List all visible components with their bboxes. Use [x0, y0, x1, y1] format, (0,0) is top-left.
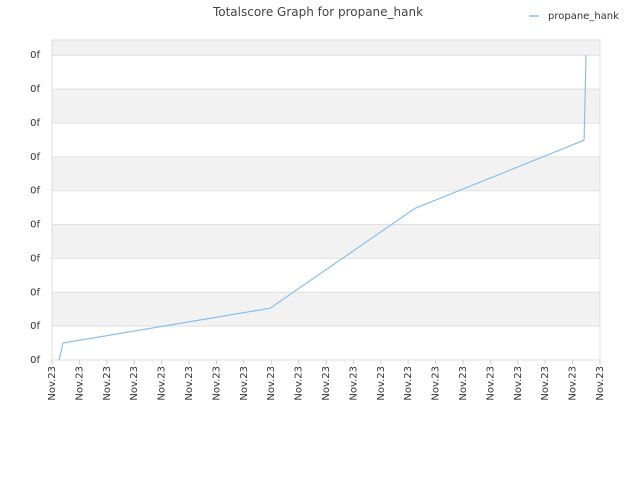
x-tick-label: Nov.23	[376, 366, 387, 401]
y-tick-label: 0f	[30, 50, 40, 61]
x-tick-label: Nov.23	[157, 366, 168, 401]
chart-title: Totalscore Graph for propane_hank	[212, 5, 423, 19]
y-tick-label: 0f	[30, 152, 40, 163]
x-tick-label: Nov.23	[102, 366, 113, 401]
y-tick-label: 0f	[30, 186, 40, 197]
y-tick-label: 0f	[30, 253, 40, 264]
plot-band	[52, 89, 600, 123]
x-tick-label: Nov.23	[485, 366, 496, 401]
plot-band	[52, 224, 600, 259]
y-tick-label: 0f	[30, 321, 40, 332]
y-tick-label: 0f	[30, 287, 40, 298]
plot-band	[52, 292, 600, 327]
x-tick-label: Nov.23	[74, 366, 85, 401]
x-tick-label: Nov.23	[239, 366, 250, 401]
x-tick-label: Nov.23	[540, 366, 551, 401]
x-tick-label: Nov.23	[513, 366, 524, 401]
x-tick-label: Nov.23	[47, 366, 58, 401]
y-tick-label: 0f	[30, 118, 40, 129]
x-tick-label: Nov.23	[321, 366, 332, 401]
y-tick-label: 0f	[30, 355, 40, 366]
data-line	[58, 55, 587, 361]
x-tick-label: Nov.23	[595, 366, 606, 401]
y-tick-label: 0f	[30, 84, 40, 95]
x-tick-label: Nov.23	[211, 366, 222, 401]
x-tick-label: Nov.23	[266, 366, 277, 401]
x-tick-label: Nov.23	[568, 366, 579, 401]
plot-band	[52, 40, 600, 56]
x-tick-label: Nov.23	[458, 366, 469, 401]
legend-label: propane_hank	[548, 11, 619, 22]
x-tick-label: Nov.23	[403, 366, 414, 401]
x-tick-label: Nov.23	[129, 366, 140, 401]
x-tick-label: Nov.23	[431, 366, 442, 401]
x-tick-label: Nov.23	[348, 366, 359, 401]
plot-band	[52, 156, 600, 191]
x-tick-label: Nov.23	[294, 366, 305, 401]
x-tick-label: Nov.23	[184, 366, 195, 401]
y-tick-label: 0f	[30, 220, 40, 231]
